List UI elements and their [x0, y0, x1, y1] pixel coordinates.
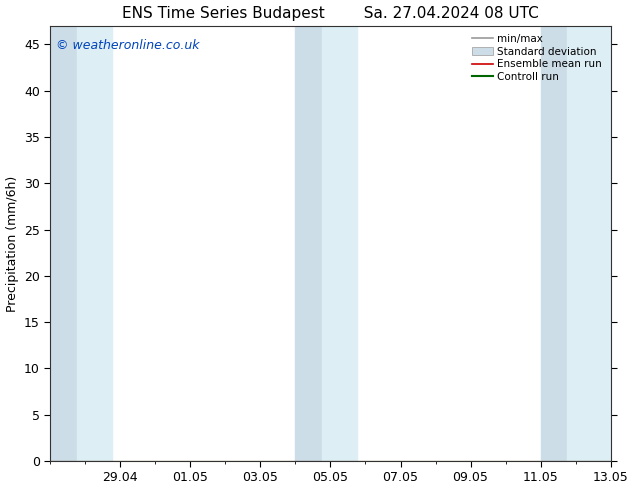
Legend: min/max, Standard deviation, Ensemble mean run, Controll run: min/max, Standard deviation, Ensemble me…	[469, 31, 605, 85]
Y-axis label: Precipitation (mm/6h): Precipitation (mm/6h)	[6, 175, 18, 312]
Bar	[77, 26, 112, 461]
Bar	[567, 26, 611, 461]
Bar	[50, 26, 77, 461]
Text: © weatheronline.co.uk: © weatheronline.co.uk	[56, 39, 200, 52]
Title: ENS Time Series Budapest        Sa. 27.04.2024 08 UTC: ENS Time Series Budapest Sa. 27.04.2024 …	[122, 5, 539, 21]
Bar	[541, 26, 567, 461]
Bar	[321, 26, 357, 461]
Bar	[295, 26, 321, 461]
